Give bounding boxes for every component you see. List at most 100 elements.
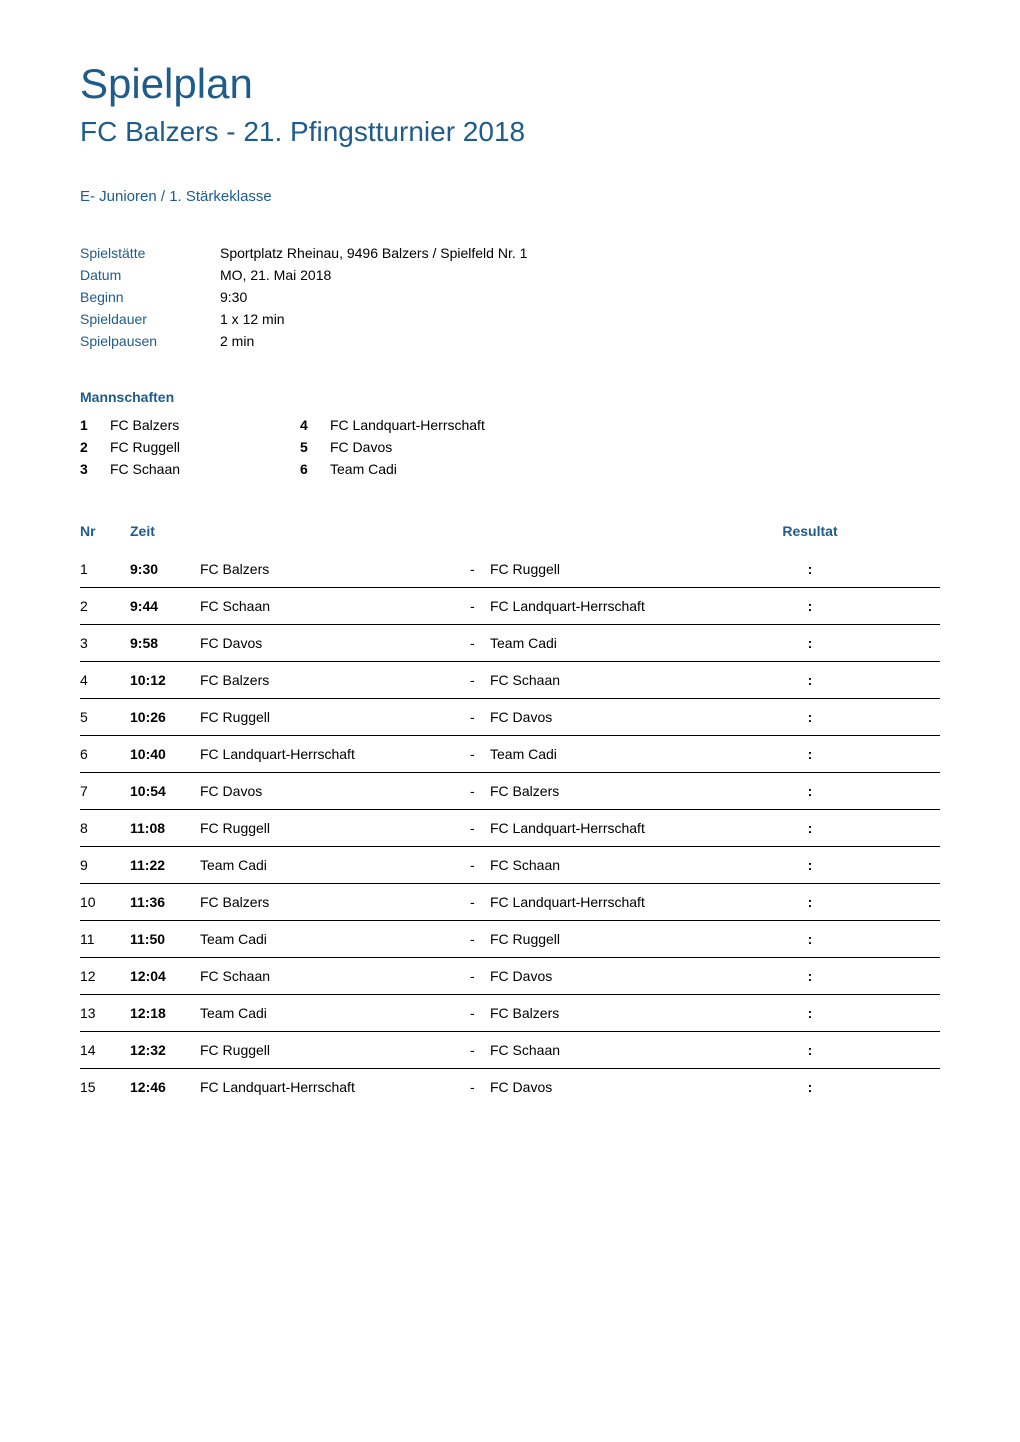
- match-nr: 10: [80, 894, 130, 910]
- match-team-away: FC Ruggell: [490, 931, 770, 947]
- match-zeit: 9:44: [130, 598, 200, 614]
- category-label: E- Junioren / 1. Stärkeklasse: [80, 188, 940, 205]
- match-zeit: 10:54: [130, 783, 200, 799]
- match-team-home: FC Landquart-Herrschaft: [200, 1079, 470, 1095]
- match-nr: 6: [80, 746, 130, 762]
- schedule-row: 19:30FC Balzers-FC Ruggell:: [80, 551, 940, 588]
- match-resultat: :: [770, 635, 850, 651]
- schedule-row: 911:22Team Cadi-FC Schaan:: [80, 847, 940, 884]
- match-separator: -: [470, 857, 490, 873]
- match-separator: -: [470, 894, 490, 910]
- spielstatte-label: Spielstätte: [80, 245, 220, 261]
- match-separator: -: [470, 709, 490, 725]
- match-team-home: Team Cadi: [200, 931, 470, 947]
- match-zeit: 11:08: [130, 820, 200, 836]
- match-nr: 11: [80, 931, 130, 947]
- match-zeit: 10:40: [130, 746, 200, 762]
- team-row: 4 FC Landquart-Herrschaft: [300, 417, 520, 433]
- match-team-home: FC Balzers: [200, 894, 470, 910]
- match-separator: -: [470, 635, 490, 651]
- match-separator: -: [470, 968, 490, 984]
- info-row-spielpausen: Spielpausen 2 min: [80, 333, 940, 349]
- team-row: 1 FC Balzers: [80, 417, 300, 433]
- match-team-home: FC Ruggell: [200, 820, 470, 836]
- team-number: 6: [300, 461, 330, 477]
- datum-label: Datum: [80, 267, 220, 283]
- team-column-right: 4 FC Landquart-Herrschaft 5 FC Davos 6 T…: [300, 417, 520, 483]
- match-resultat: :: [770, 820, 850, 836]
- match-zeit: 9:58: [130, 635, 200, 651]
- match-resultat: :: [770, 968, 850, 984]
- match-zeit: 11:50: [130, 931, 200, 947]
- match-resultat: :: [770, 672, 850, 688]
- match-team-away: Team Cadi: [490, 635, 770, 651]
- match-team-home: FC Balzers: [200, 561, 470, 577]
- match-team-away: Team Cadi: [490, 746, 770, 762]
- team-name: FC Davos: [330, 439, 392, 455]
- schedule-header: Nr Zeit Resultat: [80, 523, 940, 551]
- schedule-row: 1111:50Team Cadi-FC Ruggell:: [80, 921, 940, 958]
- match-team-away: FC Schaan: [490, 672, 770, 688]
- match-separator: -: [470, 746, 490, 762]
- beginn-label: Beginn: [80, 289, 220, 305]
- match-resultat: :: [770, 1005, 850, 1021]
- info-row-datum: Datum MO, 21. Mai 2018: [80, 267, 940, 283]
- match-zeit: 12:18: [130, 1005, 200, 1021]
- match-team-away: FC Balzers: [490, 783, 770, 799]
- schedule-row: 29:44FC Schaan-FC Landquart-Herrschaft:: [80, 588, 940, 625]
- match-resultat: :: [770, 931, 850, 947]
- match-team-home: FC Ruggell: [200, 709, 470, 725]
- match-resultat: :: [770, 561, 850, 577]
- match-team-home: FC Schaan: [200, 598, 470, 614]
- header-resultat: Resultat: [770, 523, 850, 539]
- match-team-home: FC Landquart-Herrschaft: [200, 746, 470, 762]
- match-separator: -: [470, 783, 490, 799]
- match-separator: -: [470, 1042, 490, 1058]
- match-team-away: FC Landquart-Herrschaft: [490, 894, 770, 910]
- match-resultat: :: [770, 746, 850, 762]
- match-nr: 12: [80, 968, 130, 984]
- beginn-value: 9:30: [220, 289, 247, 305]
- team-number: 3: [80, 461, 110, 477]
- schedule-section: Nr Zeit Resultat 19:30FC Balzers-FC Rugg…: [80, 523, 940, 1105]
- schedule-row: 811:08FC Ruggell-FC Landquart-Herrschaft…: [80, 810, 940, 847]
- match-resultat: :: [770, 709, 850, 725]
- teams-grid: 1 FC Balzers 2 FC Ruggell 3 FC Schaan 4 …: [80, 417, 940, 483]
- schedule-row: 410:12FC Balzers-FC Schaan:: [80, 662, 940, 699]
- spielstatte-value: Sportplatz Rheinau, 9496 Balzers / Spiel…: [220, 245, 527, 261]
- team-number: 4: [300, 417, 330, 433]
- info-row-beginn: Beginn 9:30: [80, 289, 940, 305]
- main-title: Spielplan: [80, 60, 940, 108]
- match-zeit: 12:32: [130, 1042, 200, 1058]
- match-separator: -: [470, 931, 490, 947]
- match-zeit: 9:30: [130, 561, 200, 577]
- match-team-away: FC Landquart-Herrschaft: [490, 598, 770, 614]
- match-nr: 7: [80, 783, 130, 799]
- spieldauer-label: Spieldauer: [80, 311, 220, 327]
- datum-value: MO, 21. Mai 2018: [220, 267, 331, 283]
- match-team-home: FC Schaan: [200, 968, 470, 984]
- header-nr: Nr: [80, 523, 130, 539]
- match-separator: -: [470, 820, 490, 836]
- match-team-home: FC Davos: [200, 783, 470, 799]
- match-resultat: :: [770, 857, 850, 873]
- info-row-spielstatte: Spielstätte Sportplatz Rheinau, 9496 Bal…: [80, 245, 940, 261]
- match-team-away: FC Schaan: [490, 857, 770, 873]
- match-resultat: :: [770, 1079, 850, 1095]
- schedule-row: 1512:46FC Landquart-Herrschaft-FC Davos:: [80, 1069, 940, 1105]
- teams-section: Mannschaften 1 FC Balzers 2 FC Ruggell 3…: [80, 389, 940, 483]
- team-name: FC Ruggell: [110, 439, 180, 455]
- match-separator: -: [470, 598, 490, 614]
- match-nr: 2: [80, 598, 130, 614]
- subtitle: FC Balzers - 21. Pfingstturnier 2018: [80, 116, 940, 148]
- match-team-away: FC Davos: [490, 1079, 770, 1095]
- schedule-row: 1011:36FC Balzers-FC Landquart-Herrschaf…: [80, 884, 940, 921]
- schedule-row: 1312:18Team Cadi-FC Balzers:: [80, 995, 940, 1032]
- spielpausen-label: Spielpausen: [80, 333, 220, 349]
- header-zeit: Zeit: [130, 523, 200, 539]
- match-nr: 8: [80, 820, 130, 836]
- match-team-away: FC Davos: [490, 968, 770, 984]
- schedule-row: 39:58FC Davos-Team Cadi:: [80, 625, 940, 662]
- match-team-away: FC Schaan: [490, 1042, 770, 1058]
- match-separator: -: [470, 1005, 490, 1021]
